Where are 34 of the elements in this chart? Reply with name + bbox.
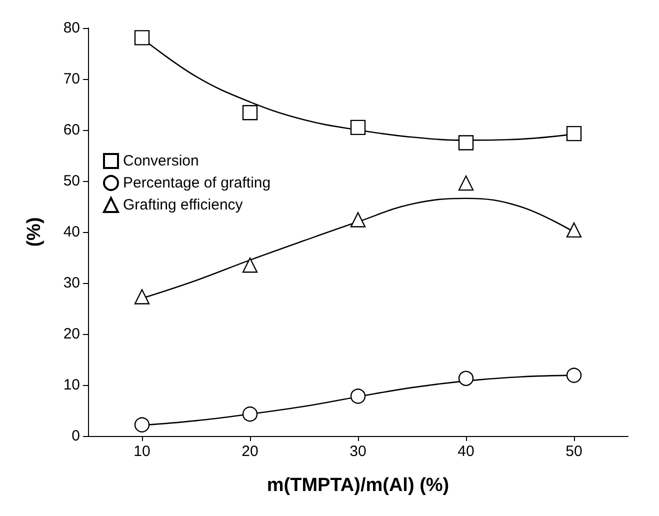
x-tick-label: 40	[458, 443, 474, 460]
y-tick-label: 80	[63, 20, 80, 36]
y-tick-label: 40	[63, 224, 80, 240]
y-tick-label: 50	[63, 172, 80, 190]
legend-label: Conversion	[123, 152, 199, 170]
x-tick-label: 30	[350, 443, 366, 460]
point	[242, 105, 258, 120]
point	[134, 289, 150, 304]
point	[566, 126, 582, 142]
point	[242, 258, 258, 273]
point	[242, 406, 258, 422]
x-tick-label: 10	[134, 443, 150, 460]
point	[566, 222, 582, 238]
y-tick-label: 10	[63, 376, 80, 394]
y-tick-label: 60	[63, 122, 80, 138]
point	[458, 135, 474, 150]
point	[458, 370, 474, 386]
point	[350, 388, 366, 404]
point	[458, 175, 474, 191]
legend-label: Grafting efficiency	[123, 196, 244, 214]
point	[134, 417, 150, 432]
legend-label: Percentage of grafting	[123, 174, 271, 192]
y-axis-title: (%)	[24, 217, 45, 247]
x-tick-label: 50	[566, 443, 582, 460]
point	[134, 30, 150, 46]
y-tick-label: 70	[63, 70, 80, 88]
y-tick-label: 0	[72, 428, 80, 444]
y-tick-label: 30	[63, 274, 80, 292]
point	[350, 120, 366, 136]
x-tick-label: 20	[242, 443, 258, 460]
point	[566, 368, 582, 383]
x-axis-title: m(TMPTA)/m(Al) (%)	[266, 475, 450, 496]
point	[350, 212, 366, 228]
y-tick-label: 20	[63, 326, 80, 342]
